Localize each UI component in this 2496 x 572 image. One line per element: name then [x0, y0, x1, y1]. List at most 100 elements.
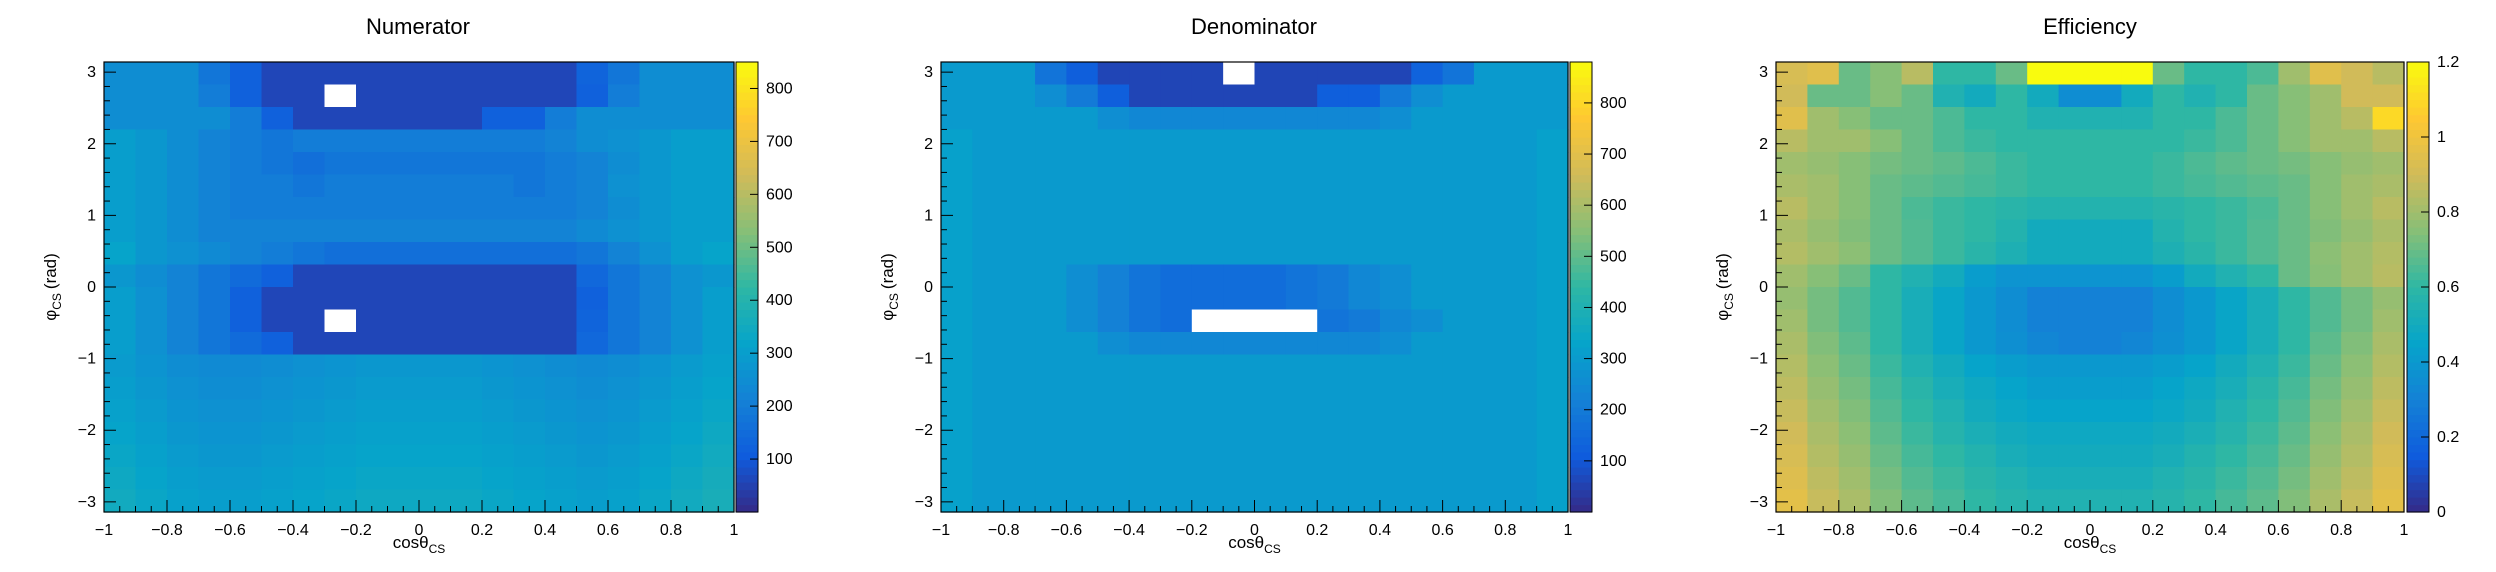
heatmap-cell	[1317, 399, 1350, 423]
heatmap-cell	[2027, 62, 2060, 86]
y-tick-label: 0	[87, 279, 96, 296]
heatmap-cell	[419, 152, 452, 176]
colorbar-segment	[2407, 309, 2429, 318]
heatmap-cell	[1870, 174, 1903, 198]
heatmap-cell	[261, 354, 294, 378]
heatmap-cell	[1776, 287, 1808, 311]
heatmap-cell	[513, 242, 546, 266]
heatmap-cell	[1129, 129, 1162, 153]
heatmap-cell	[1933, 219, 1965, 243]
y-axis-label: φCS(rad)	[41, 253, 64, 321]
heatmap-cell	[1964, 332, 1997, 356]
heatmap-cell	[1160, 264, 1193, 288]
heatmap-cell	[972, 399, 1005, 423]
colorbar-segment	[1570, 474, 1592, 483]
heatmap-cell	[1473, 377, 1506, 401]
heatmap-cell	[324, 152, 357, 176]
heatmap-cell	[2121, 422, 2154, 446]
heatmap-cell	[2309, 444, 2342, 468]
heatmap-cell	[545, 332, 578, 356]
heatmap-cell	[2090, 174, 2122, 198]
heatmap-cell	[2341, 62, 2374, 86]
heatmap-cell	[450, 377, 483, 401]
heatmap-cell	[293, 309, 326, 333]
heatmap-cell	[2152, 174, 2185, 198]
heatmap-cell	[2309, 489, 2342, 513]
colorbar-segment	[2407, 114, 2429, 123]
heatmap-cell	[2027, 309, 2060, 333]
heatmap-cell	[419, 467, 452, 491]
heatmap-cell	[1254, 444, 1287, 468]
heatmap-cell	[2152, 444, 2185, 468]
heatmap-cell	[1442, 197, 1475, 221]
colorbar-segment	[2407, 369, 2429, 378]
heatmap-cell	[972, 264, 1005, 288]
heatmap-cell	[1473, 444, 1506, 468]
heatmap-cell	[261, 377, 294, 401]
heatmap-cell	[419, 332, 452, 356]
heatmap-cell	[2058, 444, 2091, 468]
heatmap-cell	[576, 399, 609, 423]
heatmap-cell	[1285, 264, 1318, 288]
heatmap-cell	[230, 309, 263, 333]
heatmap-cell	[135, 129, 168, 153]
heatmap-cell	[1379, 84, 1412, 108]
heatmap-cell	[1870, 62, 1903, 86]
heatmap-cell	[1254, 422, 1287, 446]
heatmap-cell	[324, 332, 357, 356]
heatmap-cell	[1317, 152, 1350, 176]
heatmap-cell	[104, 242, 137, 266]
heatmap-cell	[419, 489, 452, 513]
heatmap-cell	[324, 62, 357, 86]
colorbar-segment	[1570, 99, 1592, 108]
heatmap-cell	[2309, 242, 2342, 266]
heatmap-cell	[2184, 264, 2217, 288]
heatmap-cell	[1129, 287, 1162, 311]
heatmap-cell	[1995, 287, 2028, 311]
heatmap-cell	[513, 309, 546, 333]
heatmap-cell	[2027, 242, 2060, 266]
heatmap-cell	[1097, 197, 1130, 221]
colorbar-segment	[1570, 459, 1592, 468]
heatmap-cell	[230, 489, 263, 513]
heatmap-cell	[2278, 107, 2311, 131]
heatmap-cell	[1379, 377, 1412, 401]
heatmap-cell	[1379, 107, 1412, 131]
heatmap-cell	[450, 197, 483, 221]
colorbar-segment	[736, 144, 758, 153]
heatmap-cell	[639, 174, 672, 198]
heatmap-cell	[1003, 219, 1036, 243]
colorbar-segment	[736, 429, 758, 438]
heatmap-cell	[972, 332, 1005, 356]
heatmap-cell	[1097, 489, 1130, 513]
heatmap-cell	[387, 354, 420, 378]
heatmap-cell	[1191, 107, 1224, 131]
heatmap-cell	[1901, 309, 1934, 333]
heatmap-cell	[1348, 287, 1381, 311]
panel-title: Denominator	[1191, 14, 1317, 39]
heatmap-cell	[482, 62, 515, 86]
heatmap-cell	[1870, 489, 1903, 513]
heatmap-cell	[972, 489, 1005, 513]
heatmap-cell	[1254, 467, 1287, 491]
colorbar-segment	[2407, 107, 2429, 116]
heatmap-cell	[230, 399, 263, 423]
heatmap-cell	[2152, 422, 2185, 446]
colorbar-segment	[2407, 377, 2429, 386]
heatmap-cell	[482, 467, 515, 491]
heatmap-cell	[167, 422, 200, 446]
heatmap-cell	[1838, 174, 1871, 198]
heatmap-cell	[293, 197, 326, 221]
heatmap-cell	[2278, 84, 2311, 108]
heatmap-cell	[576, 197, 609, 221]
heatmap-cell	[356, 197, 389, 221]
heatmap-cell	[1807, 107, 1840, 131]
x-tick-label: −0.6	[1886, 522, 1918, 539]
heatmap-cell	[135, 467, 168, 491]
heatmap-cell	[1442, 264, 1475, 288]
heatmap-cell	[198, 129, 231, 153]
heatmap-cell	[1097, 152, 1130, 176]
heatmap-cell	[198, 467, 231, 491]
heatmap-cell	[1838, 242, 1871, 266]
heatmap-cell	[671, 264, 704, 288]
